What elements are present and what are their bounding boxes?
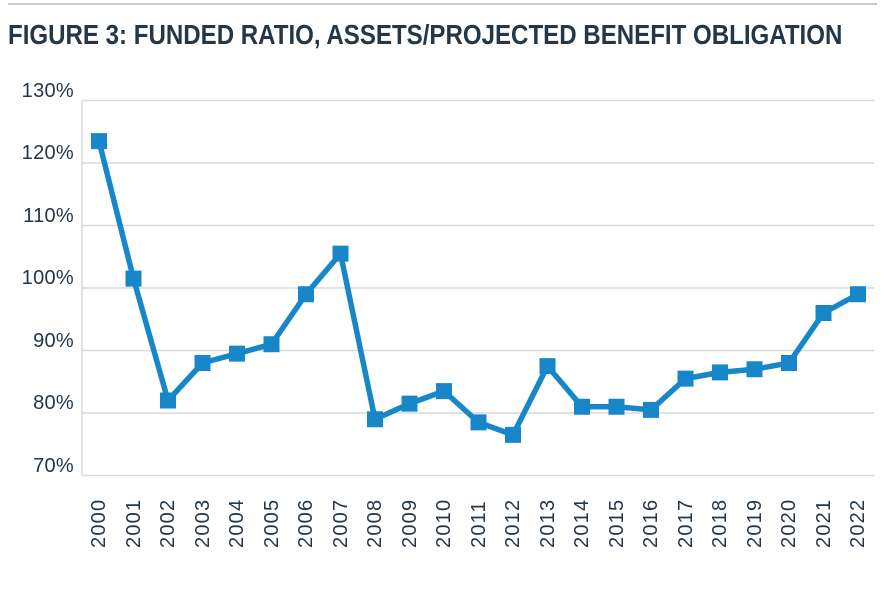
x-axis-tick-label: 2002: [157, 498, 179, 548]
x-axis-tick-label: 2004: [226, 498, 248, 548]
data-point-marker: [332, 245, 349, 262]
data-point-marker: [125, 270, 142, 287]
data-point-marker: [229, 345, 245, 362]
x-axis-tick-label: 2017: [674, 498, 697, 548]
data-point-marker: [263, 336, 280, 353]
x-axis-tick-label: 2015: [605, 498, 628, 548]
x-axis-tick-label: 2009: [398, 498, 421, 548]
y-axis-tick-label: 130%: [21, 79, 74, 102]
x-axis-tick-label: 2008: [364, 498, 386, 548]
data-point-marker: [91, 133, 107, 150]
data-point-marker: [401, 395, 418, 412]
x-axis-tick-label: 2003: [191, 498, 214, 548]
data-point-marker: [160, 392, 176, 409]
data-point-marker: [470, 414, 487, 431]
x-axis-tick-label: 2013: [536, 498, 559, 548]
x-axis-tick-label: 2012: [502, 498, 524, 548]
x-axis-tick-label: 2000: [88, 498, 110, 548]
data-point-marker: [815, 305, 832, 321]
y-axis-tick-label: 90%: [33, 329, 74, 352]
data-point-marker: [367, 411, 383, 428]
data-point-marker: [746, 361, 763, 378]
y-axis-tick-label: 120%: [21, 142, 74, 164]
y-axis-tick-label: 100%: [21, 267, 74, 289]
x-axis-tick-label: 2001: [122, 498, 145, 548]
data-point-marker: [850, 286, 866, 303]
data-point-marker: [298, 286, 314, 303]
data-point-marker: [608, 398, 625, 415]
data-point-marker: [539, 358, 556, 375]
x-axis-tick-label: 2007: [329, 498, 352, 548]
y-axis-tick-label: 80%: [33, 392, 74, 414]
x-axis-tick-label: 2022: [847, 498, 869, 548]
x-axis-tick-label: 2014: [571, 498, 593, 548]
top-rule: [8, 3, 877, 5]
data-point-marker: [677, 370, 694, 387]
x-axis-tick-label: 2018: [709, 498, 731, 548]
x-axis-tick-label: 2016: [640, 498, 662, 548]
data-point-marker: [712, 364, 728, 381]
x-axis-tick-label: 2011: [467, 500, 490, 548]
y-axis-tick-label: 70%: [33, 454, 74, 477]
data-point-marker: [574, 398, 590, 415]
y-axis-tick-label: 110%: [23, 204, 74, 227]
data-point-marker: [436, 383, 452, 400]
x-axis-tick-label: 2019: [743, 498, 766, 548]
data-point-marker: [194, 355, 211, 371]
x-axis-tick-label: 2021: [812, 498, 835, 548]
x-axis-tick-label: 2010: [433, 498, 455, 548]
data-point-marker: [505, 426, 521, 443]
figure-title: FIGURE 3: FUNDED RATIO, ASSETS/PROJECTED…: [8, 19, 843, 50]
data-point-marker: [781, 355, 797, 371]
x-axis-tick-label: 2006: [295, 498, 317, 548]
x-axis-tick-label: 2020: [778, 498, 800, 548]
data-point-marker: [643, 401, 659, 418]
x-axis-tick-label: 2005: [260, 498, 283, 548]
